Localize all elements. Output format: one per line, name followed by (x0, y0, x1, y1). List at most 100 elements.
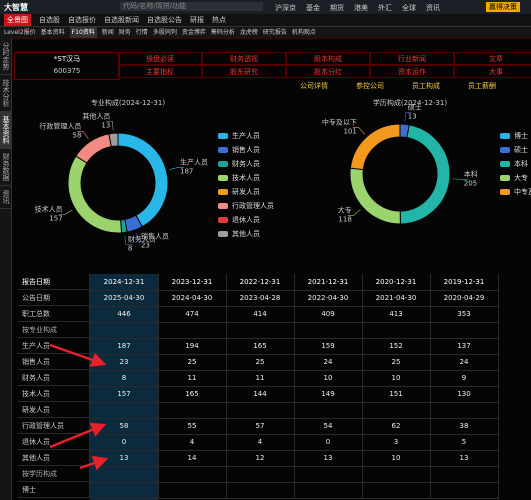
leader-line (452, 178, 468, 180)
empty-cell (430, 322, 499, 339)
table-cell: 10 (294, 370, 363, 387)
table-cell: 194 (158, 338, 227, 355)
leader-line (169, 167, 185, 170)
tab[interactable]: 财务 (118, 29, 131, 36)
menu-item[interactable]: 全球 (402, 4, 416, 12)
empty-cell (90, 466, 159, 483)
side-tab[interactable]: 财务数据 (0, 149, 12, 186)
side-tab[interactable]: 资讯 (0, 186, 12, 209)
nav-item[interactable]: 股本分红 (286, 65, 370, 78)
table-cell: 12 (226, 450, 295, 467)
table-cell: 退休人员 (18, 434, 90, 450)
menu-item[interactable]: 外汇 (378, 4, 392, 12)
table-cell: 11 (226, 370, 295, 387)
toolbar-item[interactable]: 自选报价 (68, 16, 96, 24)
tab[interactable]: 龙虎榜 (239, 29, 258, 36)
nav-item[interactable]: 行业新闻 (370, 52, 454, 65)
table-cell: 24 (294, 354, 363, 371)
sub-tab[interactable]: 员工构成 (412, 82, 440, 90)
menu-item[interactable]: 港美 (354, 4, 368, 12)
table-cell: 2021-12-31 (294, 274, 363, 291)
top-bar: 大智慧 代码/名称/简拼/功能 沪深京 基金 期货 港美 外汇 全球 资讯 赢得决策 (0, 0, 531, 14)
empty-cell (430, 402, 499, 419)
leader-line (58, 209, 73, 215)
table-cell: 0 (294, 434, 363, 451)
table-cell: 130 (430, 386, 499, 403)
toolbar-item[interactable]: 研报 (190, 16, 204, 24)
table-cell: 14 (158, 450, 227, 467)
tab[interactable]: 行情 (135, 29, 148, 36)
legend-swatch (218, 133, 228, 139)
toolbar-item[interactable]: 自选股 (39, 16, 60, 24)
sub-tab[interactable]: 参控公司 (356, 82, 384, 90)
nav-item[interactable]: 大事 (454, 65, 531, 78)
table-cell: 10 (362, 370, 431, 387)
table-cell: 38 (430, 418, 499, 435)
legend-label: 其他人员 (232, 229, 260, 238)
nav-item[interactable]: 股东研究 (202, 65, 286, 78)
table-cell: 2024-12-31 (90, 274, 159, 291)
slice-label: 生产人员 (180, 157, 208, 166)
legend-swatch (218, 161, 228, 167)
sub-tabs: 公司详情 参控公司 员工构成 员工薪酬 (300, 81, 496, 91)
leader-line (124, 235, 132, 245)
sub-tab[interactable]: 公司详情 (300, 82, 328, 90)
tab[interactable]: Level2报价 (4, 29, 36, 36)
empty-cell (362, 322, 431, 339)
empty-cell (158, 322, 227, 339)
empty-cell (362, 482, 431, 499)
side-tab[interactable]: 技术分析 (0, 75, 12, 112)
leader-line (347, 209, 361, 216)
table-cell: 159 (294, 338, 363, 355)
toolbar-item[interactable]: 自选股公告 (147, 16, 182, 24)
nav-item[interactable]: 主要指标 (118, 65, 202, 78)
tab[interactable]: 资金博弈 (181, 29, 206, 36)
nav-item[interactable]: 文章 (454, 52, 531, 65)
table-cell: 13 (430, 450, 499, 467)
empty-cell (158, 402, 227, 419)
tab[interactable]: 新闻 (101, 29, 114, 36)
side-tab[interactable]: 基本资料 (0, 112, 12, 149)
tab[interactable]: 基本资料 (40, 29, 65, 36)
table-cell: 按专业构成 (18, 322, 90, 338)
table-cell: 414 (226, 306, 295, 323)
table-cell: 技术人员 (18, 386, 90, 402)
slice-value: 13 (101, 121, 110, 129)
tab[interactable]: 研究报告 (262, 29, 287, 36)
table-cell: 研发人员 (18, 402, 90, 418)
nav-item[interactable]: 资本运作 (370, 65, 454, 78)
tab[interactable]: F10资料 (69, 27, 97, 38)
table-cell: 10 (362, 450, 431, 467)
slogan[interactable]: 赢得决策 (486, 2, 520, 12)
tab[interactable]: 机构观点 (291, 29, 316, 36)
toolbar-item[interactable]: 热点 (212, 16, 226, 24)
table-cell: 54 (294, 418, 363, 435)
legend-label: 本科 (514, 159, 528, 168)
menu-item[interactable]: 期货 (330, 4, 344, 12)
table-cell: 财务人员 (18, 370, 90, 386)
tab[interactable]: 多股同列 (152, 29, 177, 36)
sub-tab[interactable]: 员工薪酬 (468, 82, 496, 90)
leader-line (352, 127, 366, 135)
toolbar-item[interactable]: 自选股新闻 (104, 16, 139, 24)
slice-value: 58 (72, 132, 81, 140)
table-cell: 151 (362, 386, 431, 403)
table-cell: 0 (90, 434, 159, 451)
table-cell: 2025-04-30 (90, 290, 159, 307)
menu-item[interactable]: 沪深京 (275, 4, 296, 12)
tab[interactable]: 筹码分析 (210, 29, 235, 36)
menu-item[interactable]: 基金 (306, 4, 320, 12)
table-cell: 149 (294, 386, 363, 403)
legend-label: 财务人员 (232, 159, 260, 168)
slice-value: 23 (141, 241, 150, 249)
toolbar-item[interactable]: 全景图 (4, 14, 31, 26)
table-cell: 57 (226, 418, 295, 435)
side-tab[interactable]: 分时走势 (0, 38, 12, 75)
nav-item[interactable]: 股本构成 (286, 52, 370, 65)
nav-item[interactable]: 财务透视 (202, 52, 286, 65)
nav-item[interactable]: 操盘必读 (118, 52, 202, 65)
table-cell: 生产人员 (18, 338, 90, 354)
search-box[interactable]: 代码/名称/简拼/功能 (120, 2, 263, 11)
menu-item[interactable]: 资讯 (426, 4, 440, 12)
